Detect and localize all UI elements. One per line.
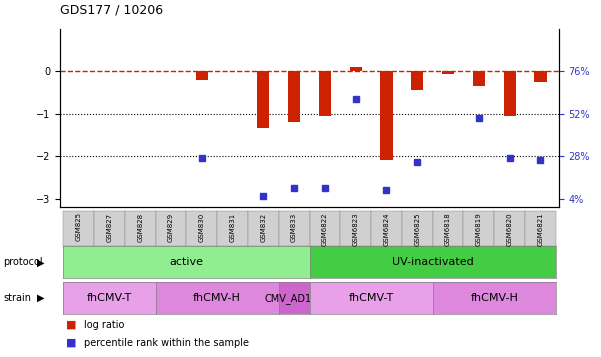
Text: fhCMV-T: fhCMV-T — [349, 293, 394, 303]
Bar — [350, 67, 362, 71]
Bar — [504, 71, 516, 116]
Text: UV-inactivated: UV-inactivated — [392, 257, 474, 267]
Text: GSM825: GSM825 — [76, 212, 82, 241]
Text: protocol: protocol — [3, 257, 43, 267]
Text: GSM832: GSM832 — [260, 212, 266, 242]
Text: GSM828: GSM828 — [137, 212, 143, 242]
Bar — [288, 71, 300, 122]
Bar — [380, 71, 392, 160]
Text: fhCMV-H: fhCMV-H — [471, 293, 518, 303]
Text: GSM6824: GSM6824 — [383, 212, 389, 246]
Bar — [534, 71, 547, 82]
Text: GSM6823: GSM6823 — [353, 212, 359, 246]
Text: ■: ■ — [66, 320, 76, 330]
Bar — [442, 71, 454, 75]
Bar — [195, 71, 208, 80]
Text: GSM6822: GSM6822 — [322, 212, 328, 246]
Text: ■: ■ — [66, 338, 76, 348]
Text: fhCMV-H: fhCMV-H — [193, 293, 241, 303]
Bar — [319, 71, 331, 116]
Text: GSM830: GSM830 — [199, 212, 205, 242]
Text: GSM6825: GSM6825 — [414, 212, 420, 246]
Text: GSM833: GSM833 — [291, 212, 297, 242]
Text: ▶: ▶ — [37, 293, 44, 303]
Bar — [411, 71, 424, 90]
Text: log ratio: log ratio — [84, 320, 124, 330]
Text: GDS177 / 10206: GDS177 / 10206 — [60, 4, 163, 16]
Text: CMV_AD169: CMV_AD169 — [264, 293, 324, 303]
Text: GSM6820: GSM6820 — [507, 212, 513, 246]
Text: GSM6819: GSM6819 — [476, 212, 482, 246]
Text: GSM6821: GSM6821 — [537, 212, 543, 246]
Bar — [473, 71, 485, 86]
Text: active: active — [169, 257, 203, 267]
Text: percentile rank within the sample: percentile rank within the sample — [84, 338, 249, 348]
Text: fhCMV-T: fhCMV-T — [87, 293, 132, 303]
Text: GSM6818: GSM6818 — [445, 212, 451, 246]
Text: ▶: ▶ — [37, 257, 44, 267]
Text: strain: strain — [3, 293, 31, 303]
Bar — [257, 71, 269, 129]
Text: GSM829: GSM829 — [168, 212, 174, 242]
Text: GSM827: GSM827 — [106, 212, 112, 242]
Text: GSM831: GSM831 — [230, 212, 236, 242]
